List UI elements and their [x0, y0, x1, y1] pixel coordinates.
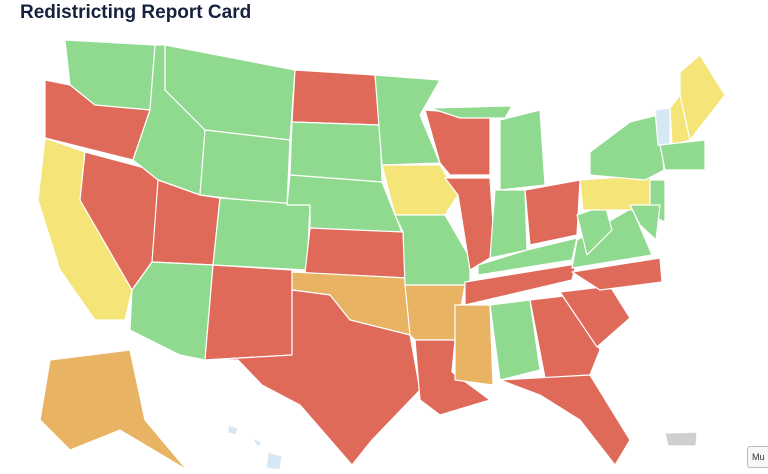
state[interactable] [571, 207, 653, 269]
state[interactable] [265, 451, 283, 471]
state[interactable] [129, 261, 214, 361]
state[interactable] [659, 139, 706, 171]
state[interactable] [454, 304, 494, 386]
state[interactable] [559, 285, 631, 348]
state[interactable] [444, 177, 496, 271]
state[interactable] [204, 264, 293, 361]
state[interactable] [571, 257, 663, 291]
state[interactable] [664, 431, 698, 447]
state[interactable] [464, 263, 577, 306]
state[interactable] [199, 129, 291, 206]
state[interactable] [499, 109, 546, 191]
state[interactable] [289, 121, 383, 183]
state[interactable] [499, 374, 631, 466]
state[interactable] [204, 289, 421, 466]
state[interactable] [524, 179, 581, 246]
state[interactable] [679, 54, 726, 141]
state[interactable] [629, 204, 661, 241]
state[interactable] [227, 424, 239, 436]
state[interactable] [291, 69, 381, 126]
state[interactable] [489, 299, 541, 381]
state[interactable] [39, 349, 188, 471]
title: Redistricting Report Card [20, 2, 252, 23]
state[interactable] [381, 164, 459, 216]
state[interactable] [251, 437, 263, 449]
state[interactable] [654, 107, 671, 146]
map-button[interactable]: Mu [747, 446, 768, 468]
state[interactable] [394, 214, 471, 286]
state[interactable] [212, 197, 311, 271]
state[interactable] [477, 237, 578, 276]
state[interactable] [304, 227, 408, 279]
state[interactable] [589, 114, 665, 181]
state[interactable] [429, 105, 513, 119]
state[interactable] [489, 189, 528, 259]
state[interactable] [374, 74, 441, 166]
